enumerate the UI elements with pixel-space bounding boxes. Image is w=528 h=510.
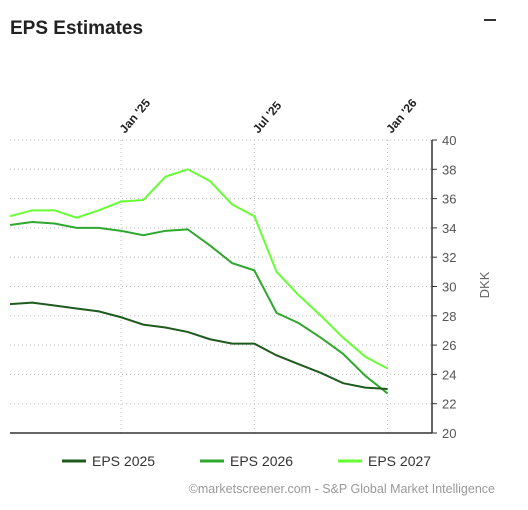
legend-label: EPS 2026	[230, 453, 293, 469]
y-tick-label: 36	[442, 192, 456, 207]
y-axis-label: DKK	[477, 271, 492, 298]
y-tick-label: 26	[442, 338, 456, 353]
legend-label: EPS 2027	[368, 453, 431, 469]
x-tick-label: Jan '26	[383, 96, 420, 136]
y-tick-label: 24	[442, 367, 456, 382]
source-credit: ©marketscreener.com - S&P Global Market …	[189, 482, 495, 496]
y-tick-label: 28	[442, 309, 456, 324]
series-line	[9, 301, 388, 391]
y-tick-label: 20	[442, 426, 456, 441]
series-line	[9, 221, 389, 395]
legend-label: EPS 2025	[92, 453, 155, 469]
y-tick-label: 30	[442, 280, 456, 295]
y-tick-label: 32	[442, 250, 456, 265]
series-line	[9, 168, 389, 370]
y-tick-label: 38	[442, 162, 456, 177]
x-tick-label: Jan '25	[117, 96, 154, 136]
y-tick-label: 34	[442, 221, 456, 236]
chart-title: EPS Estimates	[10, 18, 143, 39]
y-tick-label: 22	[442, 397, 456, 412]
y-tick-label: 40	[442, 133, 456, 148]
x-tick-label: Jul '25	[250, 98, 285, 135]
